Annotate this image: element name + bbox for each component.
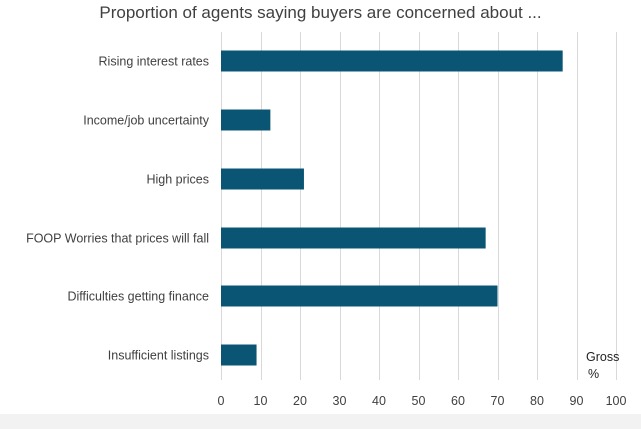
bar-0 [221,50,563,72]
category-label: Rising interest rates [99,55,209,69]
category-label: Insufficient listings [108,349,209,363]
bar-4 [221,285,498,307]
bar-2 [221,168,304,190]
x-tick-label: 0 [218,394,225,408]
x-tick-label: 100 [606,394,627,408]
bar-5 [221,344,257,366]
x-axis-unit-gross: Gross [586,350,619,364]
category-labels: Rising interest rates Income/job uncertai… [26,55,210,363]
x-tick-label: 10 [254,394,268,408]
x-axis-unit-percent: % [588,367,599,381]
gridlines [221,32,617,380]
x-tick-label: 50 [412,394,426,408]
x-tick-label: 90 [570,394,584,408]
category-label: High prices [146,173,209,187]
category-label: FOOP Worries that prices will fall [26,232,209,246]
category-label: Income/job uncertainty [83,114,210,128]
x-tick-labels: 0 10 20 30 40 50 60 70 80 90 100 [218,394,627,408]
bars [221,50,563,366]
bottom-band [0,414,641,429]
x-tick-label: 70 [491,394,505,408]
x-tick-label: 30 [333,394,347,408]
x-tick-label: 40 [372,394,386,408]
bar-3 [221,227,486,249]
bar-1 [221,109,271,131]
x-tick-label: 20 [293,394,307,408]
chart-title: Proportion of agents saying buyers are c… [99,3,542,22]
plot-background [0,30,641,415]
category-label: Difficulties getting finance [67,290,209,304]
x-tick-label: 80 [530,394,544,408]
x-tick-label: 60 [451,394,465,408]
